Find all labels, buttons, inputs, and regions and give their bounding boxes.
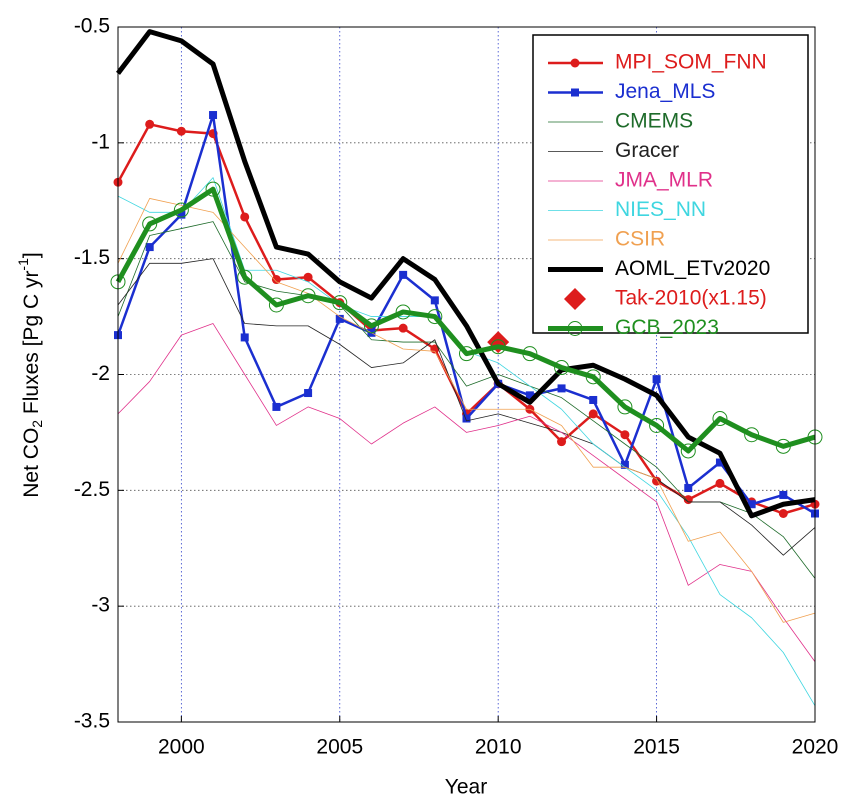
point: [335, 314, 344, 323]
y-axis-label: Net CO2 Fluxes [Pg C yr-1]: [15, 252, 45, 497]
legend-label: MPI_SOM_FNN: [615, 51, 767, 74]
legend-label: NIES_NN: [615, 198, 706, 221]
point: [778, 509, 788, 518]
point: [145, 243, 154, 252]
x-tick-label: 2005: [316, 736, 363, 759]
point: [303, 272, 313, 282]
y-tick-label: -3.5: [74, 710, 110, 733]
point: [399, 270, 408, 279]
y-tick-label: -2.5: [74, 478, 110, 501]
point: [589, 395, 598, 404]
point: [177, 210, 186, 219]
point: [173, 202, 189, 218]
point: [652, 375, 661, 384]
point: [620, 430, 630, 440]
legend-marker: [570, 58, 580, 68]
series-line: [115, 186, 816, 454]
legend-label: AOML_ETv2020: [615, 257, 770, 280]
series-line: [117, 258, 816, 556]
point: [271, 275, 281, 285]
point: [395, 304, 411, 320]
point: [747, 500, 756, 509]
legend-label: JMA_MLR: [615, 169, 713, 192]
y-tick-label: -3: [91, 594, 110, 617]
point: [272, 402, 281, 411]
series-line: [117, 198, 816, 623]
x-tick-label: 2010: [475, 736, 522, 759]
y-tick-label: -2: [91, 362, 110, 385]
y-label-sup: -1: [15, 258, 31, 271]
legend-label: GCB_2023: [615, 316, 719, 339]
y-tick-label: -0.5: [74, 15, 110, 38]
x-tick-label: 2000: [158, 736, 205, 759]
point: [525, 391, 534, 400]
y-label-part: ]: [20, 252, 43, 258]
point: [332, 295, 348, 311]
point: [240, 333, 249, 342]
point: [557, 437, 567, 447]
point: [554, 360, 570, 376]
legend-label: CSIR: [615, 228, 665, 251]
legend-label: CMEMS: [615, 110, 693, 133]
point: [649, 417, 665, 433]
legend-marker: [571, 88, 579, 97]
point: [715, 458, 724, 467]
point: [205, 181, 221, 197]
point: [268, 297, 284, 313]
x-tick-label: 2020: [792, 736, 839, 759]
point: [779, 490, 788, 499]
point: [304, 389, 313, 398]
point: [744, 427, 760, 443]
y-tick-label: -1: [91, 130, 110, 153]
point: [585, 369, 601, 385]
point: [712, 411, 728, 427]
point: [209, 111, 218, 120]
x-tick-label: 2015: [633, 736, 680, 759]
point: [588, 409, 598, 419]
y-label-sub: 2: [29, 420, 45, 428]
legend-label: Gracer: [615, 139, 679, 162]
y-tick-label: -1.5: [74, 246, 110, 269]
point: [522, 346, 538, 362]
point: [680, 443, 696, 459]
legend-marker: [567, 321, 583, 336]
point: [300, 288, 316, 304]
point: [427, 309, 443, 325]
legend-label: Jena_MLS: [615, 80, 715, 103]
point: [459, 346, 474, 362]
legend-label: Tak-2010(x1.15): [615, 287, 767, 310]
point: [620, 460, 629, 469]
point: [176, 126, 186, 136]
point: [775, 438, 791, 454]
axes-frame: [117, 26, 816, 723]
point: [145, 119, 155, 129]
point: [430, 296, 439, 305]
point: [557, 384, 566, 393]
point: [240, 212, 250, 222]
point: [715, 478, 725, 488]
point: [398, 323, 408, 333]
point: [684, 484, 693, 493]
legend-box: [532, 34, 809, 334]
point: [363, 318, 379, 334]
point: [617, 399, 633, 415]
point: [142, 216, 158, 232]
series-line: [117, 323, 816, 663]
legend-marker: [564, 288, 586, 310]
y-label-part: Fluxes [Pg C yr: [20, 271, 43, 420]
point: [490, 339, 506, 355]
x-axis-label: Year: [445, 776, 487, 799]
y-label-part: Net CO: [20, 428, 43, 498]
point: [462, 414, 471, 423]
point: [237, 269, 253, 285]
